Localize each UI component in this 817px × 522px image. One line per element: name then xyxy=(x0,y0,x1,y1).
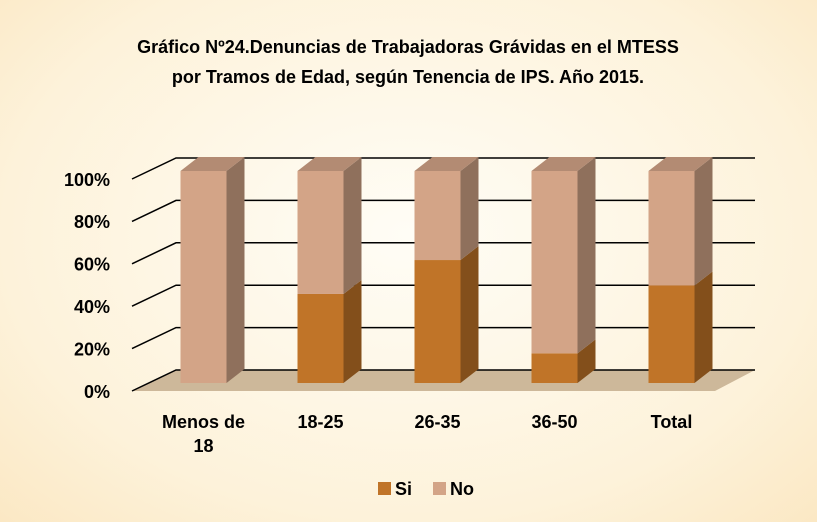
x-tick-label: 36-50 xyxy=(531,412,578,432)
bar-side xyxy=(226,157,245,383)
legend-swatch xyxy=(378,482,391,495)
chart-title: por Tramos de Edad, según Tenencia de IP… xyxy=(172,67,644,87)
bar-top xyxy=(180,157,245,171)
x-tick-label: Total xyxy=(650,412,693,432)
bar-segment xyxy=(648,171,695,286)
bar-side xyxy=(577,157,596,354)
y-tick-label: 60% xyxy=(74,255,110,275)
legend-swatch xyxy=(433,482,446,495)
bar-top xyxy=(648,157,713,171)
bar-side xyxy=(343,279,362,383)
bar-segment xyxy=(414,260,461,383)
y-tick-label: 20% xyxy=(74,339,110,359)
bar-top xyxy=(531,157,596,171)
bar-segment xyxy=(414,171,461,261)
bar-side xyxy=(460,157,479,261)
legend-label: Si xyxy=(395,479,412,499)
legend-label: No xyxy=(450,479,474,499)
bar-top xyxy=(414,157,479,171)
x-tick-label: 26-35 xyxy=(414,412,461,432)
bar-segment xyxy=(531,171,578,354)
y-tick-label: 40% xyxy=(74,297,110,317)
bar-side xyxy=(694,157,713,286)
chart-title: Gráfico Nº24.Denuncias de Trabajadoras G… xyxy=(137,37,679,57)
bar-side xyxy=(460,246,479,383)
x-tick-label: Menos de 18 xyxy=(161,412,245,456)
bar-side xyxy=(343,157,362,294)
bar-segment xyxy=(180,171,227,383)
bar-segment xyxy=(297,171,344,294)
bar-top xyxy=(297,157,362,171)
bar-segment xyxy=(297,293,344,383)
bar-side xyxy=(694,271,713,383)
y-tick-label: 80% xyxy=(74,212,110,232)
x-tick-label: 18-25 xyxy=(297,412,344,432)
bar-segment xyxy=(648,285,695,383)
y-tick-label: 0% xyxy=(84,382,110,402)
bar-segment xyxy=(531,353,578,383)
bar-side xyxy=(577,339,596,383)
y-tick-label: 100% xyxy=(64,170,110,190)
